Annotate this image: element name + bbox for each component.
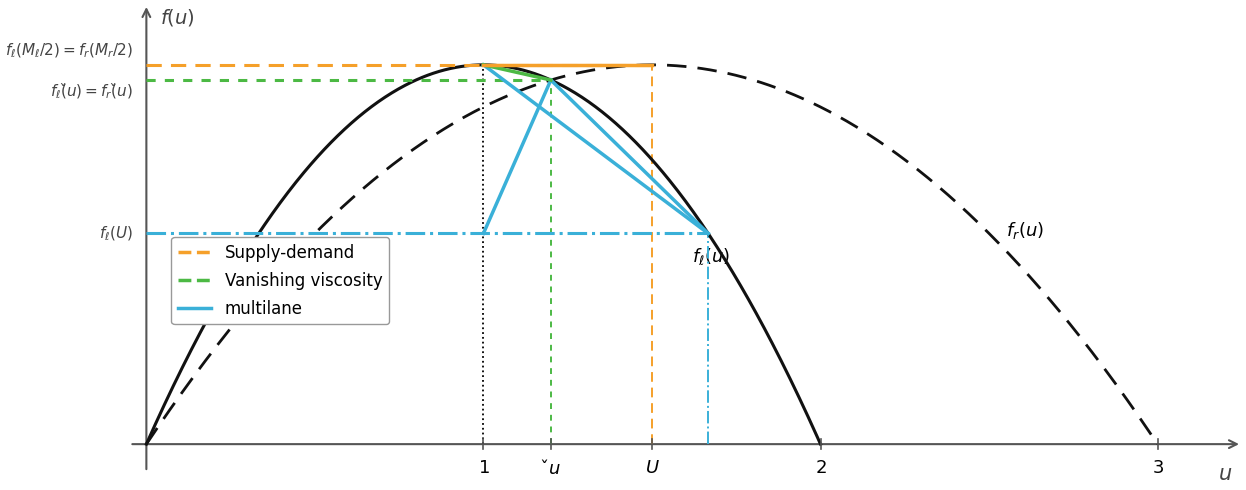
Text: $f_\ell(\check{u}) = f_r(\check{u})$: $f_\ell(\check{u}) = f_r(\check{u})$ xyxy=(50,81,133,101)
Text: $1$: $1$ xyxy=(477,459,490,477)
Text: $\check{u}$: $\check{u}$ xyxy=(541,459,561,478)
Legend: Supply-demand, Vanishing viscosity, multilane: Supply-demand, Vanishing viscosity, mult… xyxy=(171,237,389,324)
Text: $f_r(u)$: $f_r(u)$ xyxy=(1006,220,1044,241)
Text: $f_\ell(U)$: $f_\ell(U)$ xyxy=(98,224,133,243)
Text: $f_\ell(M_\ell/2) = f_r(M_r/2)$: $f_\ell(M_\ell/2) = f_r(M_r/2)$ xyxy=(5,41,133,60)
Text: $U$: $U$ xyxy=(644,459,659,477)
Text: $f_\ell(u)$: $f_\ell(u)$ xyxy=(693,246,730,267)
Text: $2$: $2$ xyxy=(815,459,826,477)
Text: $u$: $u$ xyxy=(1217,465,1232,485)
Text: $f(u)$: $f(u)$ xyxy=(159,7,194,28)
Text: $3$: $3$ xyxy=(1151,459,1164,477)
